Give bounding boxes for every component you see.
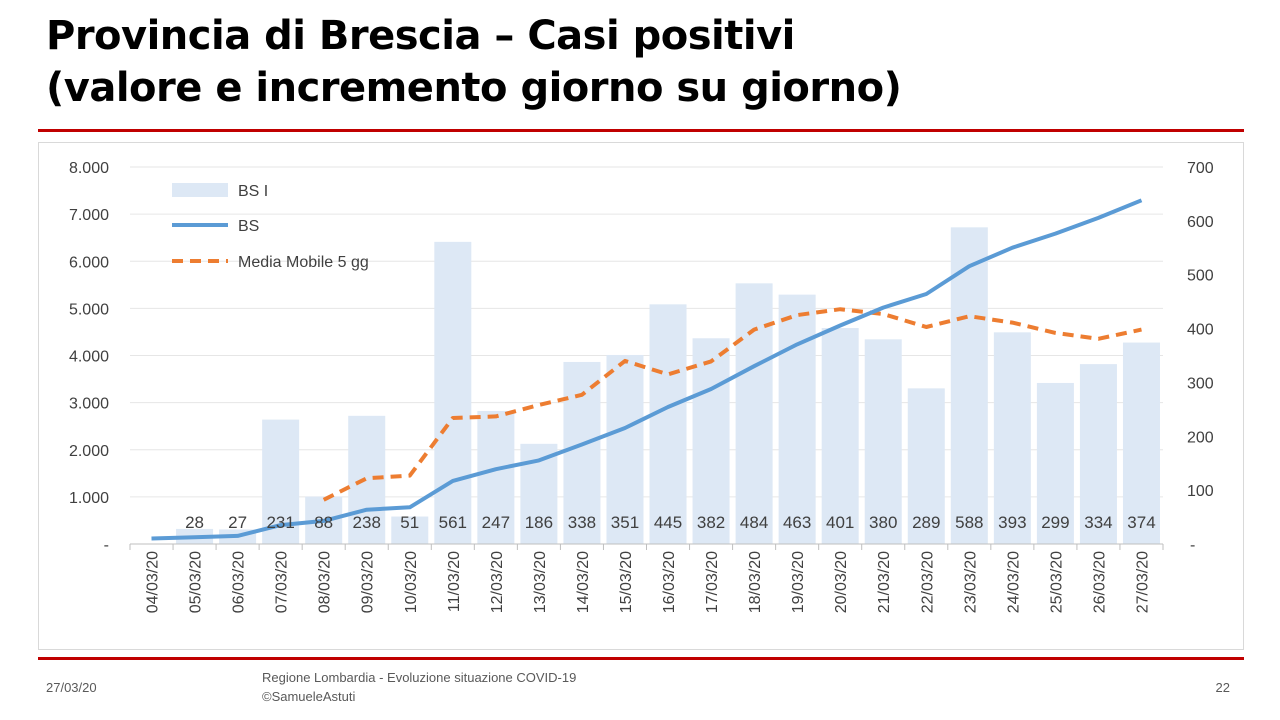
x-tick-label: 17/03/20 (704, 551, 721, 613)
x-tick-label: 08/03/20 (317, 551, 334, 613)
series-line-media-mobile (322, 307, 1142, 502)
bar-bs-i (348, 415, 386, 544)
bar-bs-i (477, 410, 515, 544)
bar-bs-i (778, 294, 816, 544)
data-label: 561 (439, 513, 467, 532)
x-tick-label: 06/03/20 (231, 551, 248, 613)
page-number: 22 (1215, 680, 1230, 695)
x-tick-label: 05/03/20 (188, 551, 205, 613)
y-left-tick-label: 5.000 (69, 301, 109, 318)
data-label: 299 (1041, 513, 1069, 532)
bar-bs-i (391, 516, 429, 544)
x-tick-label: 20/03/20 (833, 551, 850, 613)
y-right-tick-label: 600 (1187, 214, 1214, 231)
bar-bs-i (907, 388, 945, 544)
bar-bs-i (1036, 382, 1074, 544)
x-tick-label: 07/03/20 (274, 551, 291, 613)
data-label: 484 (740, 513, 768, 532)
x-tick-label: 10/03/20 (403, 551, 420, 613)
y-left-tick-label: 6.000 (69, 254, 109, 271)
legend-entry: BS (238, 218, 259, 235)
y-right-tick-label: - (1190, 537, 1195, 554)
combo-chart: - 1.000 2.000 3.000 4.000 5.000 6.000 7.000 8.00… (69, 160, 1214, 613)
x-tick-label: 04/03/20 (145, 551, 162, 613)
bar-bs-i (864, 339, 902, 544)
data-label: 28 (185, 513, 204, 532)
x-tick-label: 19/03/20 (790, 551, 807, 613)
x-tick-label: 09/03/20 (360, 551, 377, 613)
data-label: 463 (783, 513, 811, 532)
x-tick-label: 22/03/20 (919, 551, 936, 613)
x-tick-label: 27/03/20 (1134, 551, 1151, 613)
y-left-tick-label: 8.000 (69, 160, 109, 177)
data-label: 588 (955, 513, 983, 532)
data-label: 51 (400, 513, 419, 532)
footer-source-line-1: Regione Lombardia - Evoluzione situazion… (262, 670, 577, 685)
data-label: 393 (998, 513, 1026, 532)
data-label: 289 (912, 513, 940, 532)
title-divider (38, 129, 1244, 132)
footer-source-line-2: ©SamueleAstuti (262, 689, 356, 704)
data-label: 231 (266, 513, 294, 532)
y-left-tick-label: 2.000 (69, 443, 109, 460)
data-label: 247 (482, 513, 510, 532)
y-left-tick-label: 7.000 (69, 207, 109, 224)
data-label: 88 (314, 513, 333, 532)
y-right-tick-label: 400 (1187, 322, 1214, 339)
y-left-tick-label: - (104, 537, 109, 554)
bar-bs-i (1079, 364, 1117, 544)
data-label: 382 (697, 513, 725, 532)
legend-entry: Media Mobile 5 gg (238, 254, 369, 271)
legend-swatch-bs-i (172, 183, 228, 197)
y-right-tick-label: 700 (1187, 160, 1214, 177)
x-tick-label: 18/03/20 (747, 551, 764, 613)
data-label: 351 (611, 513, 639, 532)
data-label: 401 (826, 513, 854, 532)
bar-bs-i (649, 304, 687, 544)
footer-source: Regione Lombardia - Evoluzione situazion… (262, 668, 576, 706)
legend-entry: BS I (238, 183, 268, 200)
x-tick-label: 14/03/20 (575, 551, 592, 613)
x-tick-label: 23/03/20 (962, 551, 979, 613)
data-label: 27 (228, 513, 247, 532)
x-tick-label: 16/03/20 (661, 551, 678, 613)
bar-bs-i (993, 332, 1031, 544)
x-tick-label: 12/03/20 (489, 551, 506, 613)
bar-bs-i (434, 241, 472, 544)
x-tick-label: 21/03/20 (876, 551, 893, 613)
x-tick-label: 25/03/20 (1048, 551, 1065, 613)
data-label: 445 (654, 513, 682, 532)
series-line-bs (151, 198, 1143, 541)
data-label: 186 (525, 513, 553, 532)
y-right-tick-label: 200 (1187, 429, 1214, 446)
data-label: 380 (869, 513, 897, 532)
data-label: 374 (1127, 513, 1155, 532)
bar-bs-i (606, 354, 644, 544)
title-line-1: Provincia di Brescia – Casi positivi (46, 13, 795, 59)
bar-bs-i (1122, 342, 1160, 544)
y-left-tick-label: 1.000 (69, 490, 109, 507)
y-left-tick-label: 4.000 (69, 349, 109, 366)
y-right-tick-label: 500 (1187, 268, 1214, 285)
footer-date: 27/03/20 (46, 680, 97, 695)
slide-title: Provincia di Brescia – Casi positivi (va… (46, 10, 902, 114)
y-right-tick-label: 300 (1187, 375, 1214, 392)
x-tick-label: 24/03/20 (1005, 551, 1022, 613)
chart-frame (38, 142, 1244, 650)
footer-divider (38, 657, 1244, 660)
x-tick-label: 13/03/20 (532, 551, 549, 613)
data-label: 338 (568, 513, 596, 532)
bar-bs-i (821, 328, 859, 544)
data-label: 238 (353, 513, 381, 532)
bar-bs-i (692, 338, 730, 544)
title-line-2: (valore e incremento giorno su giorno) (46, 65, 902, 111)
y-left-tick-label: 3.000 (69, 396, 109, 413)
x-tick-label: 15/03/20 (618, 551, 635, 613)
x-tick-label: 26/03/20 (1091, 551, 1108, 613)
bar-bs-i (950, 227, 988, 544)
y-right-tick-label: 100 (1187, 483, 1214, 500)
bar-bs-i (735, 283, 773, 544)
data-label: 334 (1084, 513, 1112, 532)
x-tick-label: 11/03/20 (446, 551, 463, 612)
